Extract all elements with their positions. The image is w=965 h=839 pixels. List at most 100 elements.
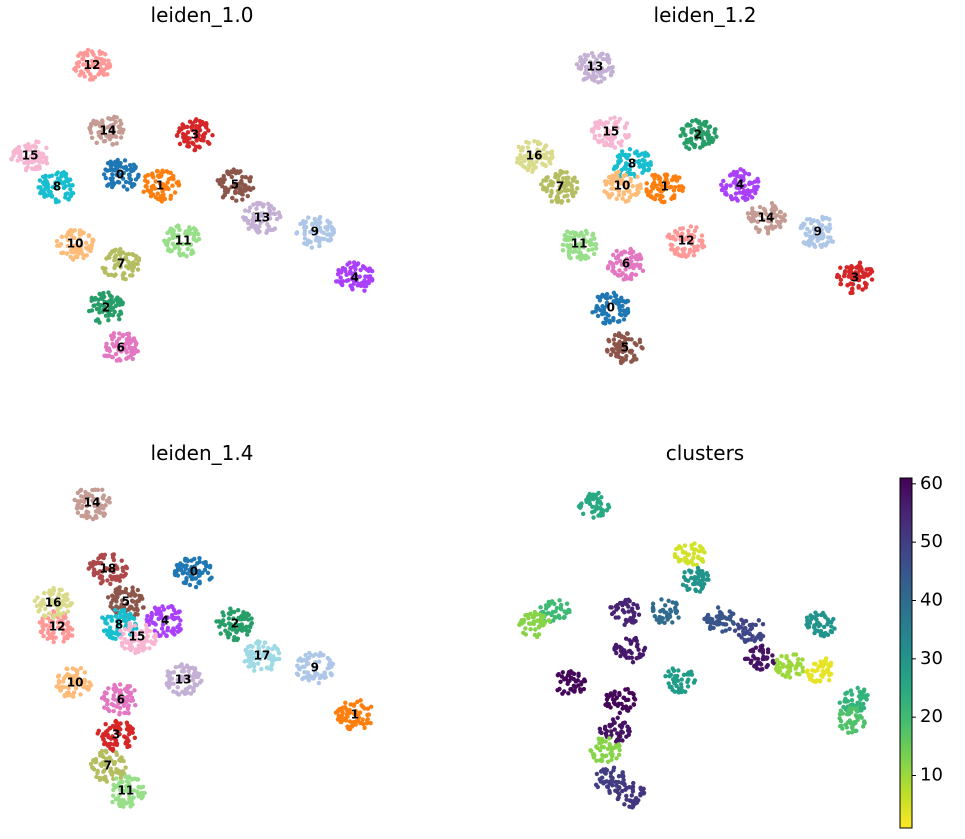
cell-dot xyxy=(78,51,83,56)
cell-dot xyxy=(310,222,315,227)
cluster-points xyxy=(644,172,686,205)
cell-dot xyxy=(769,223,774,229)
cell-dot xyxy=(701,244,707,249)
cell-dot xyxy=(596,125,601,131)
cell-dot xyxy=(793,666,798,671)
cell-dot xyxy=(843,691,848,696)
cell-dot xyxy=(591,492,596,497)
cell-dot xyxy=(588,237,594,243)
cell-dot xyxy=(184,575,189,581)
cell-dot xyxy=(140,784,146,790)
cell-dot xyxy=(633,192,639,197)
cell-dot xyxy=(619,262,625,267)
cell-dot xyxy=(130,268,135,273)
cell-dot xyxy=(368,720,373,726)
cell-dot xyxy=(728,172,734,177)
cell-dot xyxy=(757,204,763,210)
cluster-label: 8 xyxy=(53,180,61,194)
cell-dot xyxy=(589,128,595,134)
cell-dot xyxy=(538,617,543,622)
cell-dot xyxy=(101,628,107,634)
cell-dot xyxy=(19,156,24,162)
cell-dot xyxy=(865,692,870,698)
cell-dot xyxy=(254,201,260,206)
cell-dot xyxy=(233,189,238,194)
cell-dot xyxy=(624,354,629,359)
cell-dot xyxy=(810,236,815,241)
cell-dot xyxy=(680,247,685,252)
cell-dot xyxy=(610,268,615,274)
cell-dot xyxy=(568,687,573,692)
cell-dot xyxy=(306,215,311,220)
cell-dot xyxy=(705,573,711,578)
cell-dot xyxy=(673,174,678,179)
cell-dot xyxy=(343,700,348,706)
cell-dot xyxy=(630,660,636,665)
cell-dot xyxy=(301,225,307,230)
cell-dot xyxy=(60,679,66,684)
cell-dot xyxy=(581,238,587,244)
cell-dot xyxy=(523,613,528,618)
cell-dot xyxy=(628,275,633,281)
cell-dot xyxy=(129,645,135,650)
cell-dot xyxy=(634,342,639,348)
cell-dot xyxy=(103,620,108,625)
cell-dot xyxy=(787,675,793,680)
cell-dot xyxy=(105,706,110,712)
cell-dot xyxy=(640,268,646,274)
cell-dot xyxy=(64,251,70,256)
cell-dot xyxy=(610,252,616,258)
cell-dot xyxy=(688,671,694,676)
cell-dot xyxy=(704,119,709,125)
cell-dot xyxy=(121,184,126,189)
cell-dot xyxy=(691,253,697,258)
cell-dot xyxy=(694,225,699,230)
cell-dot xyxy=(361,721,366,727)
cell-dot xyxy=(688,136,693,142)
cell-dot xyxy=(246,209,252,214)
cell-dot xyxy=(93,55,99,61)
cell-dot xyxy=(94,119,99,124)
cluster-points xyxy=(745,201,788,236)
cell-dot xyxy=(106,353,112,358)
cell-dot xyxy=(170,227,175,232)
cell-dot xyxy=(584,76,589,81)
cell-dot xyxy=(579,57,584,62)
cell-dot xyxy=(265,228,270,233)
cell-dot xyxy=(650,185,656,191)
cell-dot xyxy=(274,646,279,651)
cell-dot xyxy=(177,622,182,628)
cell-dot xyxy=(38,629,43,635)
cell-dot xyxy=(620,152,626,157)
cell-dot xyxy=(689,127,694,133)
cell-dot xyxy=(176,223,181,229)
cell-dot xyxy=(267,216,273,221)
cell-dot xyxy=(177,227,182,233)
cell-dot xyxy=(174,133,180,139)
cell-dot xyxy=(125,706,131,712)
cell-dot xyxy=(128,804,133,809)
cell-dot xyxy=(538,605,543,610)
cell-dot xyxy=(217,181,222,187)
cell-dot xyxy=(637,652,642,657)
cell-dot xyxy=(707,124,713,129)
cell-dot xyxy=(602,726,608,732)
cell-dot xyxy=(624,785,629,791)
cell-dot xyxy=(680,582,686,588)
cell-dot xyxy=(105,578,110,583)
cell-dot xyxy=(32,598,37,604)
cell-dot xyxy=(82,50,88,55)
cell-dot xyxy=(541,178,546,183)
cell-dot xyxy=(111,331,117,336)
cell-dot xyxy=(561,677,567,682)
cell-dot xyxy=(758,637,763,642)
cell-dot xyxy=(848,269,854,274)
cell-dot xyxy=(185,246,190,252)
cell-dot xyxy=(604,291,610,297)
cell-dot xyxy=(197,556,202,561)
cell-dot xyxy=(708,624,713,630)
cell-dot xyxy=(593,246,599,251)
cell-dot xyxy=(94,140,99,146)
cluster-label: 18 xyxy=(99,562,116,576)
cluster-label: 1 xyxy=(156,179,164,193)
